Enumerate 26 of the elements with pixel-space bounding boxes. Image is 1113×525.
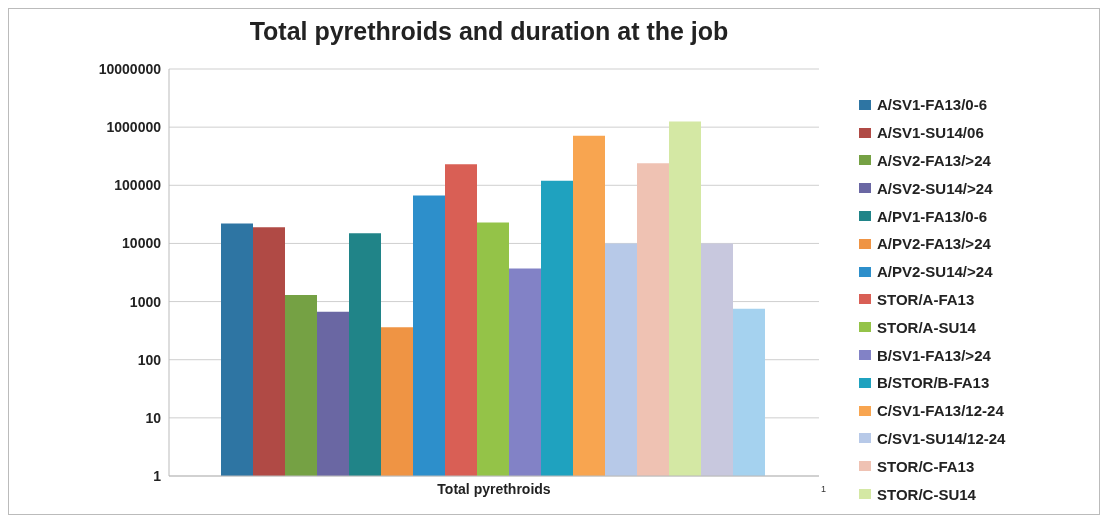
y-tick-label: 1000000 bbox=[106, 119, 162, 136]
y-tick-label: 10 bbox=[145, 409, 162, 426]
legend-label: C/SV1-FA13/12-24 bbox=[877, 402, 1004, 420]
legend-label: STOR/C-SU14 bbox=[877, 485, 976, 503]
legend-label: A/PV2-FA13/>24 bbox=[877, 235, 991, 253]
legend-label: B/SV1-FA13/>24 bbox=[877, 346, 991, 364]
legend-label: A/SV1-SU14/06 bbox=[877, 124, 984, 142]
legend-label: STOR/A-SU14 bbox=[877, 318, 976, 336]
legend-label: B/STOR/B-FA13 bbox=[877, 374, 990, 392]
y-tick-label: 100000 bbox=[114, 177, 162, 194]
x-tick-label: Total pyrethroids bbox=[437, 480, 551, 497]
y-tick-label: 100 bbox=[137, 351, 162, 368]
legend-label: A/SV2-SU14/>24 bbox=[877, 179, 993, 197]
y-tick-label: 1000 bbox=[129, 293, 162, 310]
legend-label: A/SV1-FA13/0-6 bbox=[877, 96, 988, 114]
y-tick-label: 10000000 bbox=[98, 60, 162, 77]
chart-title: Total pyrethroids and duration at the job bbox=[248, 17, 730, 46]
legend-label: A/PV1-FA13/0-6 bbox=[877, 207, 988, 225]
legend-label: C/SV1-SU14/12-24 bbox=[877, 429, 1006, 447]
legend-label: STOR/C-FA13 bbox=[877, 457, 975, 475]
legend-label: A/SV2-FA13/>24 bbox=[877, 151, 991, 169]
y-tick-label: 10000 bbox=[122, 235, 162, 252]
y-tick-label: 1 bbox=[153, 467, 162, 484]
legend-label: STOR/A-FA13 bbox=[877, 290, 975, 308]
legend-label: A/PV2-SU14/>24 bbox=[877, 263, 993, 281]
text: 1 bbox=[821, 484, 827, 494]
